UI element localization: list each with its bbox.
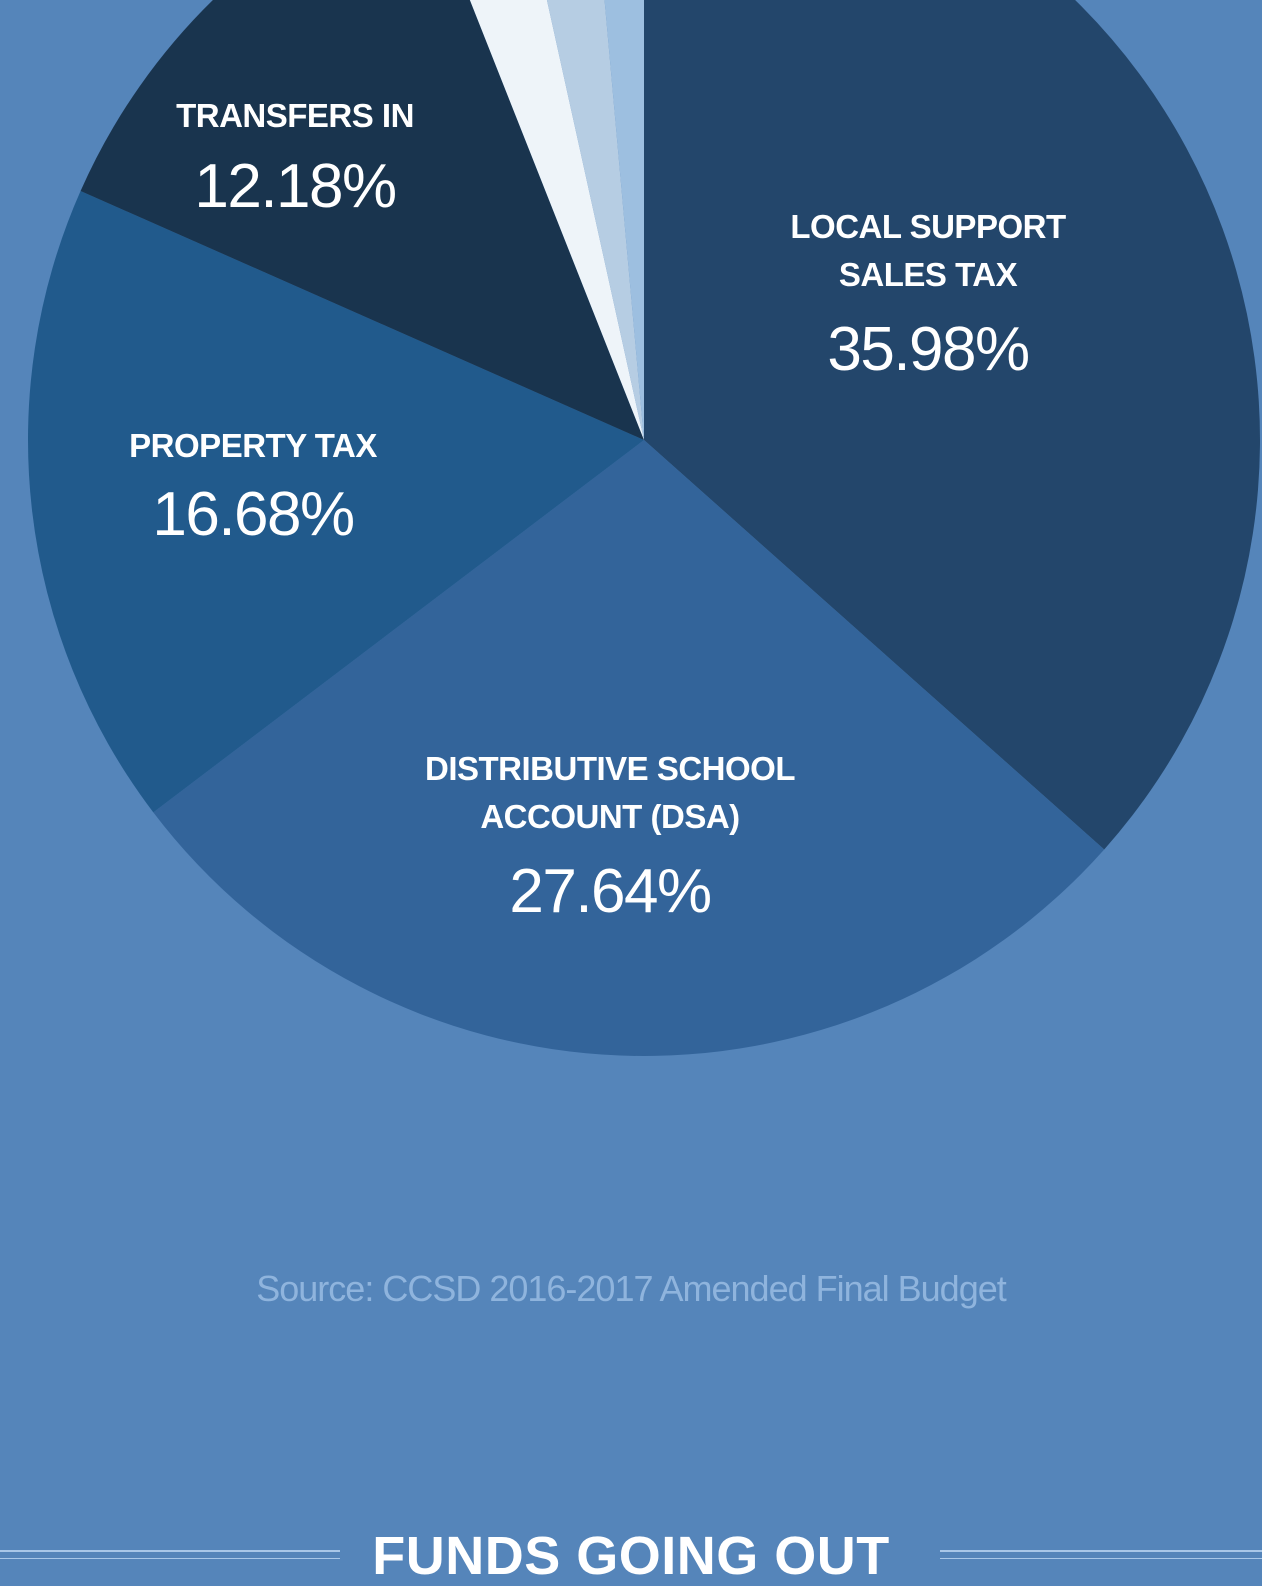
pie-slice-dsa	[153, 440, 1105, 1056]
slice-label-transfers-in: TRANSFERS IN 12.18%	[176, 92, 414, 222]
footer-rule-right-bottom	[940, 1558, 1262, 1559]
pie-slice-minor-3	[604, 0, 644, 440]
slice-value-dsa: 27.64%	[509, 857, 712, 926]
pie-slice-minor-2	[546, 0, 644, 440]
pie-slice-property-tax	[28, 191, 644, 813]
section-footer: FUNDS GOING OUT	[0, 1516, 1262, 1586]
footer-rule-left-top	[0, 1550, 340, 1552]
slice-name-dsa: DISTRIBUTIVE SCHOOL ACCOUNT (DSA)	[424, 750, 796, 835]
footer-rule-right-top	[940, 1550, 1262, 1552]
pie-slice-minor-1	[469, 0, 644, 440]
slice-name-property-tax: PROPERTY TAX	[129, 427, 377, 464]
footer-title: FUNDS GOING OUT	[372, 1526, 890, 1586]
slice-value-transfers-in: 12.18%	[194, 152, 397, 221]
source-note: Source: CCSD 2016-2017 Amended Final Bud…	[256, 1268, 1007, 1309]
slice-label-property-tax: PROPERTY TAX 16.68%	[129, 422, 377, 550]
pie-slice-transfers-in	[80, 0, 644, 440]
footer-rule-left-bottom	[0, 1558, 340, 1559]
slice-name-transfers-in: TRANSFERS IN	[176, 97, 414, 134]
slice-label-local-support: LOCAL SUPPORT SALES TAX 35.98%	[790, 203, 1066, 385]
slice-value-property-tax: 16.68%	[152, 480, 355, 549]
slice-value-local-support: 35.98%	[827, 315, 1030, 384]
slice-name-local-support: LOCAL SUPPORT SALES TAX	[790, 208, 1066, 293]
pie-slice-local-support	[644, 0, 1260, 850]
slice-label-dsa: DISTRIBUTIVE SCHOOL ACCOUNT (DSA) 27.64%	[424, 745, 796, 927]
